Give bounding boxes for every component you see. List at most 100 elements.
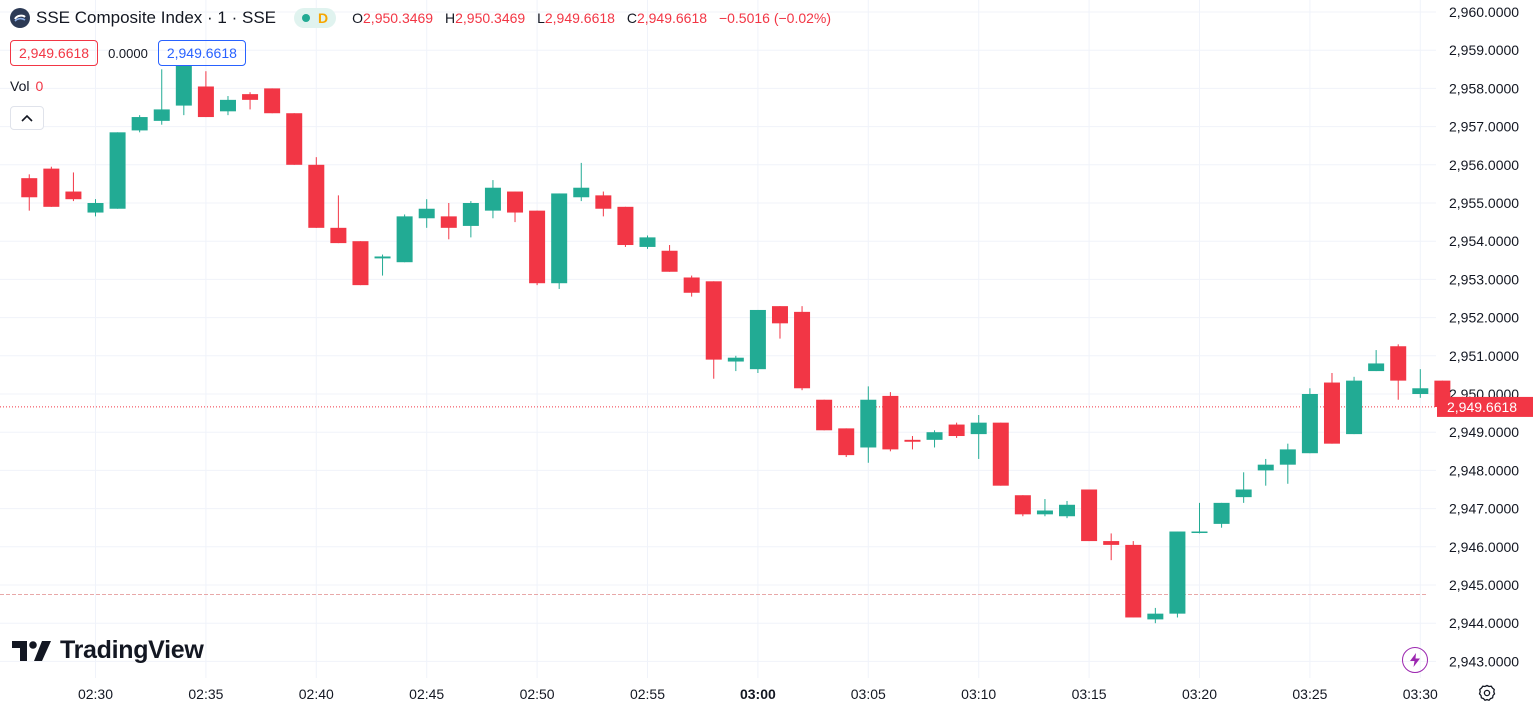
price-tick-label: 2,946.0000: [1449, 539, 1519, 555]
candle-body: [65, 191, 82, 200]
candle-body: [970, 422, 987, 435]
candle: [131, 115, 148, 133]
candle: [1301, 388, 1318, 454]
candle: [1081, 489, 1098, 542]
candle-body: [705, 281, 722, 360]
candle: [1346, 376, 1363, 435]
candle-body: [286, 113, 303, 165]
candle: [1169, 531, 1186, 618]
collapse-legend-button[interactable]: [10, 106, 44, 130]
candle: [595, 191, 612, 217]
candle: [1390, 344, 1407, 400]
time-tick-label: 03:25: [1292, 686, 1327, 702]
ohlc-high-label: H: [444, 10, 456, 26]
price-change: −0.5016 (−0.02%): [718, 10, 832, 26]
candle-body: [440, 216, 457, 228]
ohlc-open-value: 2,950.3469: [363, 10, 434, 26]
candle: [1191, 502, 1208, 534]
price-tick-label: 2,953.0000: [1449, 271, 1519, 287]
candle-body: [882, 395, 899, 450]
tradingview-logo-text: TradingView: [60, 636, 204, 664]
candle-body: [484, 187, 501, 211]
symbol-logo-icon: [10, 8, 30, 28]
candle: [551, 193, 568, 289]
candle: [860, 386, 877, 463]
price-axis: 2,960.0000 2,959.0000 2,958.0000 2,957.0000…: [1449, 4, 1519, 669]
ohlc-values: O2,950.3469 H2,950.3469 L2,949.6618 C2,9…: [352, 10, 839, 26]
time-tick-label: 03:20: [1182, 686, 1217, 702]
price-tick-label: 2,955.0000: [1449, 195, 1519, 211]
time-tick-label: 02:40: [299, 686, 334, 702]
candle: [87, 199, 104, 217]
candle: [771, 306, 788, 339]
candle: [21, 174, 38, 211]
candle-body: [175, 65, 192, 106]
time-tick-label: 02:45: [409, 686, 444, 702]
candle-body: [1125, 544, 1142, 618]
price-tick-label: 2,960.0000: [1449, 4, 1519, 20]
candle-body: [926, 432, 943, 440]
candle: [440, 203, 457, 240]
candle-body: [197, 86, 214, 118]
time-tick-label: 03:10: [961, 686, 996, 702]
ohlc-low-label: L: [537, 10, 545, 26]
candle: [926, 430, 943, 448]
candle: [1257, 458, 1274, 486]
tradingview-logo-icon: [12, 640, 51, 661]
buy-button[interactable]: 2,949.6618: [157, 40, 246, 66]
price-tick-label: 2,948.0000: [1449, 462, 1519, 478]
candle: [727, 355, 744, 372]
candle-body: [1279, 449, 1296, 465]
spread-value: 0.0000: [108, 45, 148, 61]
candle: [992, 422, 1009, 486]
price-tick-label: 2,957.0000: [1449, 119, 1519, 135]
candle: [749, 309, 766, 373]
candle-body: [242, 94, 259, 100]
candle-body: [1169, 531, 1186, 614]
candle-body: [1235, 489, 1252, 498]
time-tick-label: 02:50: [520, 686, 555, 702]
candle-body: [1036, 510, 1053, 515]
ohlc-close-label: C: [626, 10, 637, 26]
candle: [1323, 372, 1340, 444]
candle-body: [1323, 382, 1340, 444]
candle-body: [396, 216, 413, 263]
symbol-title[interactable]: SSE Composite Index · 1 · SSE: [36, 8, 276, 27]
time-tick-label: 02:35: [188, 686, 223, 702]
candle-body: [904, 439, 921, 442]
market-status-badge[interactable]: D: [294, 8, 337, 28]
candle-body: [661, 250, 678, 272]
volume-value: 0: [35, 78, 44, 94]
sell-button[interactable]: 2,949.6618: [10, 40, 99, 66]
candle-body: [1081, 489, 1098, 542]
bolt-icon[interactable]: [1402, 647, 1428, 673]
price-tick-label: 2,954.0000: [1449, 233, 1519, 249]
candle-body: [43, 168, 60, 207]
last-price-tag: [1437, 396, 1533, 417]
candle: [43, 166, 60, 207]
candle-body: [507, 191, 524, 213]
candle: [1368, 350, 1385, 372]
volume-legend: Vol 0: [10, 78, 43, 94]
candle-body: [374, 256, 391, 259]
settings-gear-icon[interactable]: [1478, 684, 1496, 702]
candle: [330, 195, 347, 244]
time-tick-label: 03:30: [1403, 686, 1438, 702]
candle-body: [1390, 346, 1407, 381]
time-tick-label: 02:30: [78, 686, 113, 702]
candle-body: [749, 309, 766, 370]
time-tick-label: 03:05: [851, 686, 886, 702]
tradingview-logo[interactable]: TradingView: [12, 636, 204, 665]
candle-body: [1103, 541, 1120, 545]
chart-legend: SSE Composite Index · 1 · SSE D O2,950.3…: [10, 7, 839, 29]
ohlc-close-value: 2,949.6618: [636, 10, 708, 26]
candle-body: [860, 399, 877, 448]
candle: [264, 88, 281, 114]
candle: [153, 69, 170, 125]
candle-body: [617, 206, 634, 246]
order-panel: 2,949.6618 0.0000 2,949.6618: [10, 40, 246, 66]
candle-body: [264, 88, 281, 114]
time-tick-label: 03:15: [1072, 686, 1107, 702]
price-tick-label: 2,952.0000: [1449, 310, 1519, 326]
